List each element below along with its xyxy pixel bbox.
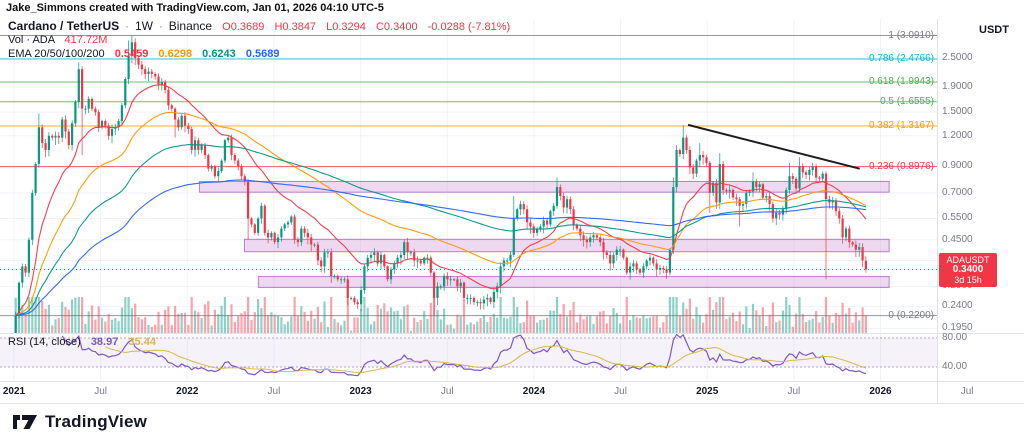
- ema20-value: 0.5459: [114, 48, 149, 60]
- ohlc-low: L0.3294: [326, 21, 366, 33]
- ema50-value: 0.6298: [158, 48, 193, 60]
- attribution-text: Jake_Simmons created with TradingView.co…: [0, 0, 1024, 19]
- badge-price: 0.3400: [952, 264, 984, 276]
- rsi-label: RSI (14, close): [8, 336, 81, 348]
- rsi-value: 38.97: [90, 336, 119, 348]
- symbol-legend-row[interactable]: Cardano / TetherUS · 1W · Binance O0.368…: [8, 19, 510, 33]
- brand-name[interactable]: TradingView: [45, 412, 148, 431]
- legend-separator: ·: [125, 21, 129, 33]
- rsi-ma-value: 35.44: [128, 336, 156, 348]
- ema-label: EMA 20/50/100/200: [8, 48, 105, 60]
- ema-legend-row[interactable]: EMA 20/50/100/200 0.5459 0.6298 0.6243 0…: [8, 47, 510, 61]
- ohlc-open: O0.3689: [222, 21, 265, 33]
- interval-label: 1W: [134, 19, 153, 33]
- ema200-value: 0.5689: [245, 48, 280, 60]
- current-price-badge: ADAUSDT 0.3400 3d 15h: [939, 253, 997, 288]
- tradingview-logo[interactable]: [12, 411, 38, 433]
- badge-symbol: ADAUSDT: [946, 255, 990, 266]
- axis-currency-label[interactable]: USDT: [979, 24, 1009, 36]
- legend-separator: ·: [159, 21, 163, 33]
- change-value: -0.0288 (-7.81%): [427, 21, 511, 33]
- volume-legend-row[interactable]: Vol · ADA 417.72M: [8, 33, 510, 47]
- ohlc-close: C0.3400: [375, 21, 418, 33]
- volume-value: 417.72M: [64, 34, 108, 46]
- volume-label: Vol · ADA: [8, 34, 55, 46]
- price-scale[interactable]: [937, 16, 1024, 381]
- symbol-title: Cardano / TetherUS: [8, 19, 120, 33]
- footer-bar: TradingView: [0, 403, 1024, 439]
- exchange-label: Binance: [168, 19, 213, 33]
- badge-countdown: 3d 15h: [954, 275, 982, 286]
- ohlc-high: H0.3847: [274, 21, 317, 33]
- ema100-value: 0.6243: [202, 48, 236, 60]
- chart-canvas[interactable]: [0, 0, 1024, 403]
- chart-legend: Cardano / TetherUS · 1W · Binance O0.368…: [8, 19, 510, 61]
- rsi-legend-row[interactable]: RSI (14, close) 38.97 35.44: [8, 336, 156, 348]
- time-scale[interactable]: [0, 381, 1024, 403]
